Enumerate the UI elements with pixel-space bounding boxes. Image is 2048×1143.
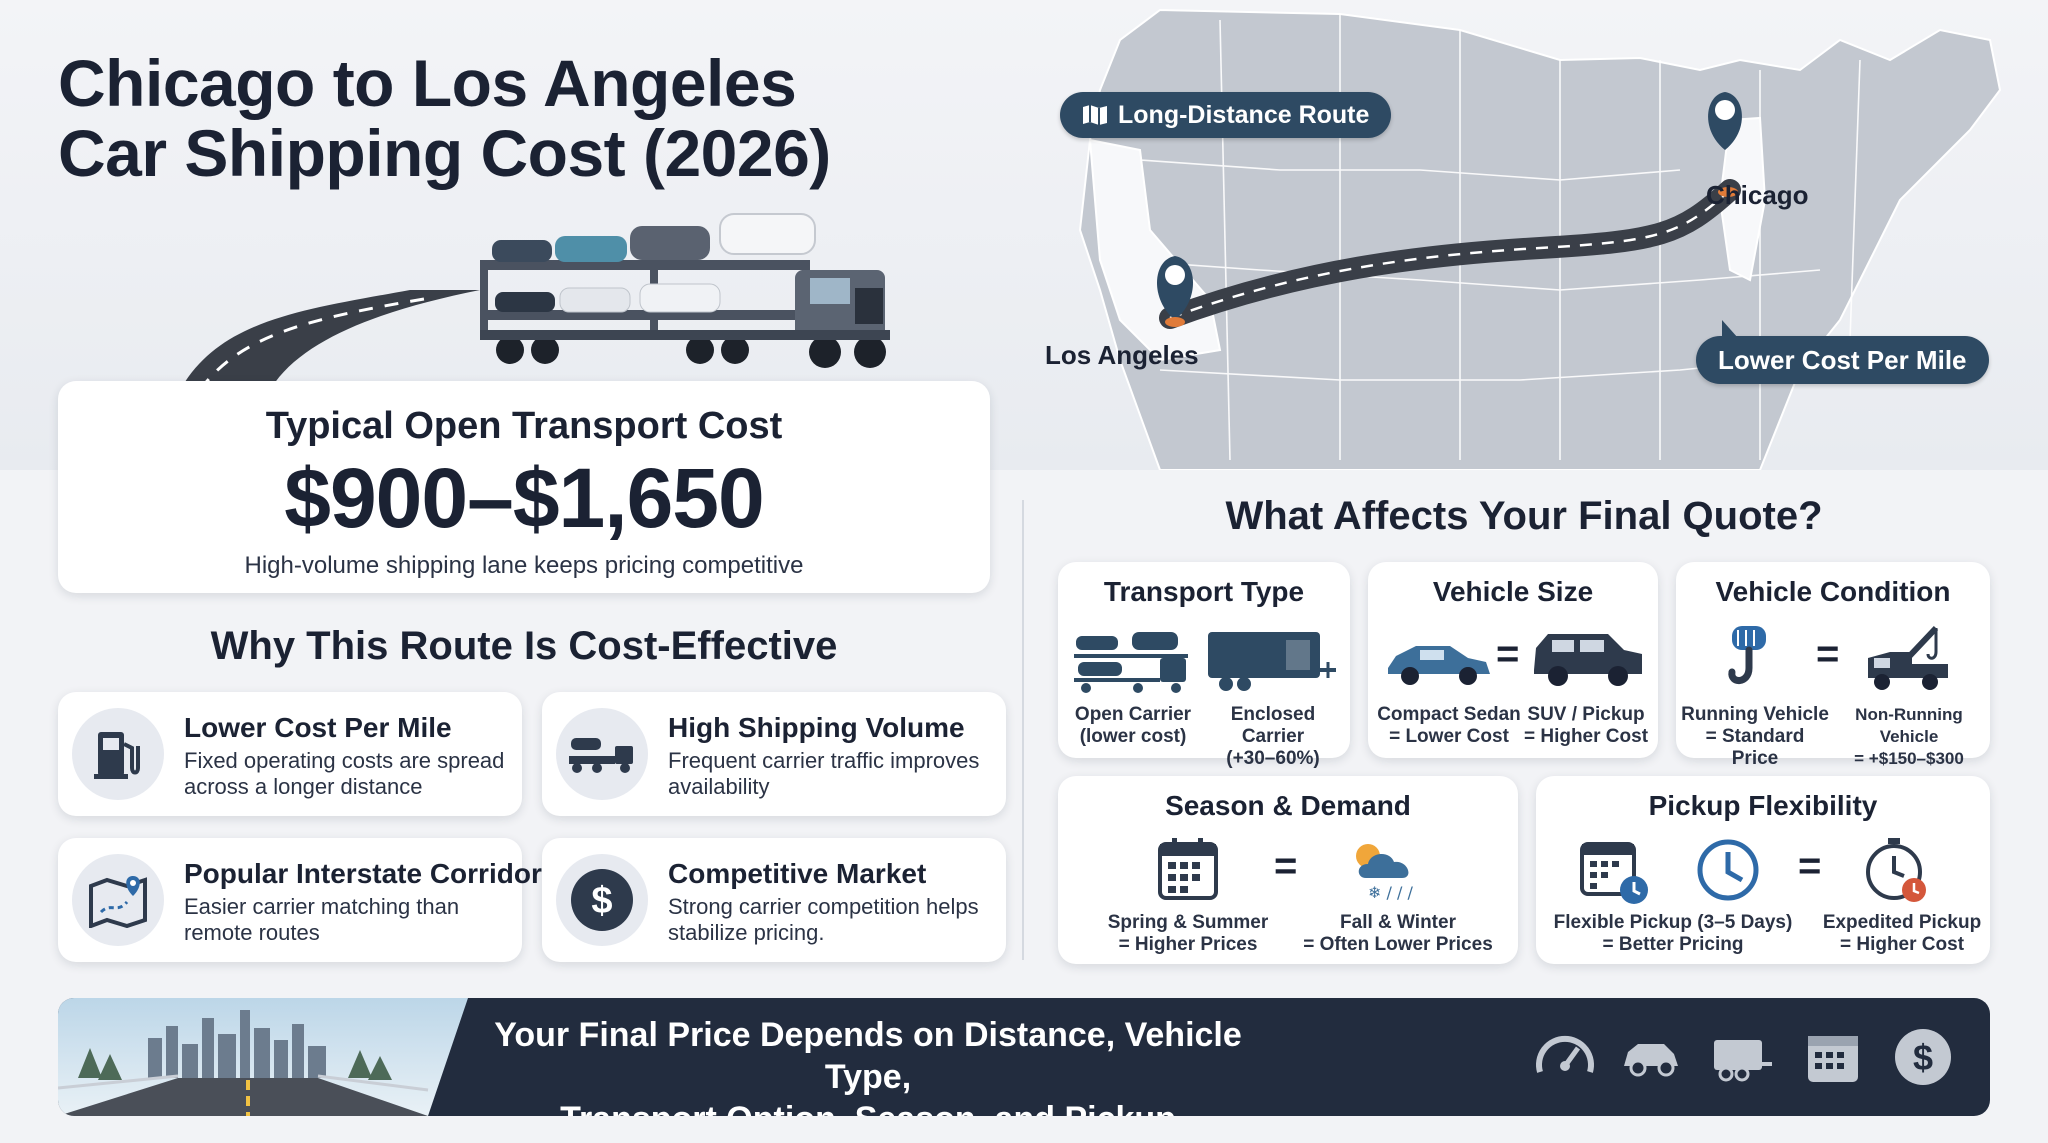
factor-title: Vehicle Size [1432,576,1594,607]
trailer-icon [1714,1040,1772,1082]
svg-text:❄ / / /: ❄ / / / [1368,883,1413,902]
chicago-pin-icon [1708,92,1742,197]
title-line-2: Car Shipping Cost (2026) [58,116,831,190]
weather-icon: ❄ / / / [1356,844,1413,902]
non-running-vehicle-caption: Non-Running Vehicle = +$150–$300 [1854,705,1964,768]
dollar-icon: $ [1895,1029,1951,1085]
enclosed-carrier-icon [1208,632,1336,691]
expedited-pickup-caption: Expedited Pickup = Higher Cost [1822,912,1982,955]
enclosed-carrier-caption: Enclosed Carrier (+30–60%) [1226,704,1320,769]
lower-cost-pill: Lower Cost Per Mile [1696,320,1989,384]
title-line-1: Chicago to Los Angeles [58,46,797,120]
open-carrier-icon [1074,632,1188,693]
map-icon [1083,105,1107,125]
suv-caption: SUV / Pickup = Higher Cost [1523,704,1649,747]
map-pin-icon [72,854,164,946]
factor-title: Transport Type [1103,576,1305,607]
car-icon [1624,1044,1678,1077]
calendar-clock-icon [1580,842,1648,904]
reason-desc: Frequent carrier traffic improves availa… [668,748,980,799]
reason-card: $ Competitive Market Strong carrier comp… [542,838,1006,962]
route-pill-label: Long-Distance Route [1118,100,1370,129]
vehicle-size-card: Vehicle Size = Compact Sedan = Lower Cos… [1368,562,1658,758]
fall-winter-caption: Fall & Winter = Often Lower Prices [1303,912,1493,955]
reason-desc: Fixed operating costs are spread across … [184,748,505,799]
typical-cost-card: Typical Open Transport Cost $900–$1,650 … [58,381,990,593]
car-carrier-icon [556,708,648,800]
running-vehicle-caption: Running Vehicle = Standard Price [1681,704,1829,769]
factor-title: Pickup Flexibility [1648,790,1878,821]
dollar-icon: $ [556,854,648,946]
reason-title: Competitive Market [668,858,927,889]
spring-summer-caption: Spring & Summer = Higher Prices [1107,912,1269,955]
section-divider [1022,500,1024,960]
car-carrier-illustration [180,213,890,390]
summary-line-1: Your Final Price Depends on Distance, Ve… [494,1016,1242,1096]
reason-card: Popular Interstate Corridor Easier carri… [58,838,542,962]
sedan-icon [1388,646,1490,685]
los-angeles-pin-icon [1156,256,1194,327]
summary-text: Your Final Price Depends on Distance, Ve… [488,1014,1248,1116]
suv-icon [1534,634,1642,686]
reason-card: High Shipping Volume Frequent carrier tr… [542,692,1006,816]
summary-line-2: Transport Option, Season, and Pickup Fle… [488,1098,1248,1116]
vehicle-condition-card: Vehicle Condition = Running Vehicle = St… [1676,562,1990,769]
reason-title: Popular Interstate Corridor [184,858,542,889]
speedometer-icon [1536,1035,1594,1073]
los-angeles-label: Los Angeles [1045,340,1199,370]
equals-sign: = [1496,632,1520,676]
calendar-icon [1808,1036,1858,1082]
tow-hook-icon [1728,626,1766,684]
cost-value: $900–$1,650 [284,451,765,545]
clock-icon [1697,839,1759,901]
open-carrier-caption: Open Carrier (lower cost) [1074,704,1192,747]
reason-title: Lower Cost Per Mile [184,712,452,743]
flexible-pickup-caption: Flexible Pickup (3–5 Days) = Better Pric… [1553,912,1793,955]
stopwatch-icon [1866,838,1926,902]
summary-banner: Your Final Price Depends on Distance, Ve… [58,998,1990,1116]
cost-label: Typical Open Transport Cost [265,405,783,447]
transport-type-card: Transport Type Open Carrier (lower cost)… [1058,562,1350,769]
sedan-caption: Compact Sedan = Lower Cost [1377,704,1521,747]
factor-title: Vehicle Condition [1715,576,1951,607]
equals-sign: = [1274,844,1298,888]
svg-text:$: $ [1913,1037,1933,1078]
factors-section-title: What Affects Your Final Quote? [1225,494,1823,538]
us-map-graphic [1078,8,2002,471]
season-demand-card: Season & Demand = ❄ / / / Spring & Summe… [1058,776,1518,964]
reason-card: Lower Cost Per Mile Fixed operating cost… [58,692,522,816]
why-section-title: Why This Route Is Cost-Effective [210,624,838,668]
pickup-flexibility-card: Pickup Flexibility = Flexible Pickup (3–… [1536,776,1990,964]
page-title: Chicago to Los Angeles Car Shipping Cost… [58,48,831,188]
highway-skyline-illustration [58,998,468,1116]
svg-text:$: $ [591,880,612,922]
tow-truck-icon [1868,625,1948,690]
equals-sign: = [1798,844,1822,888]
reason-desc: Strong carrier competition helps stabili… [668,894,979,945]
fuel-pump-icon [72,708,164,800]
factor-title: Season & Demand [1165,790,1411,821]
reason-desc: Easier carrier matching than remote rout… [184,894,460,945]
cost-note: High-volume shipping lane keeps pricing … [244,552,804,579]
equals-sign: = [1816,632,1840,676]
reason-title: High Shipping Volume [668,712,965,743]
chicago-label: Chicago [1706,180,1809,210]
long-distance-route-pill: Long-Distance Route [1060,92,1392,138]
us-route-map [1040,0,2048,471]
calendar-icon [1158,838,1218,900]
